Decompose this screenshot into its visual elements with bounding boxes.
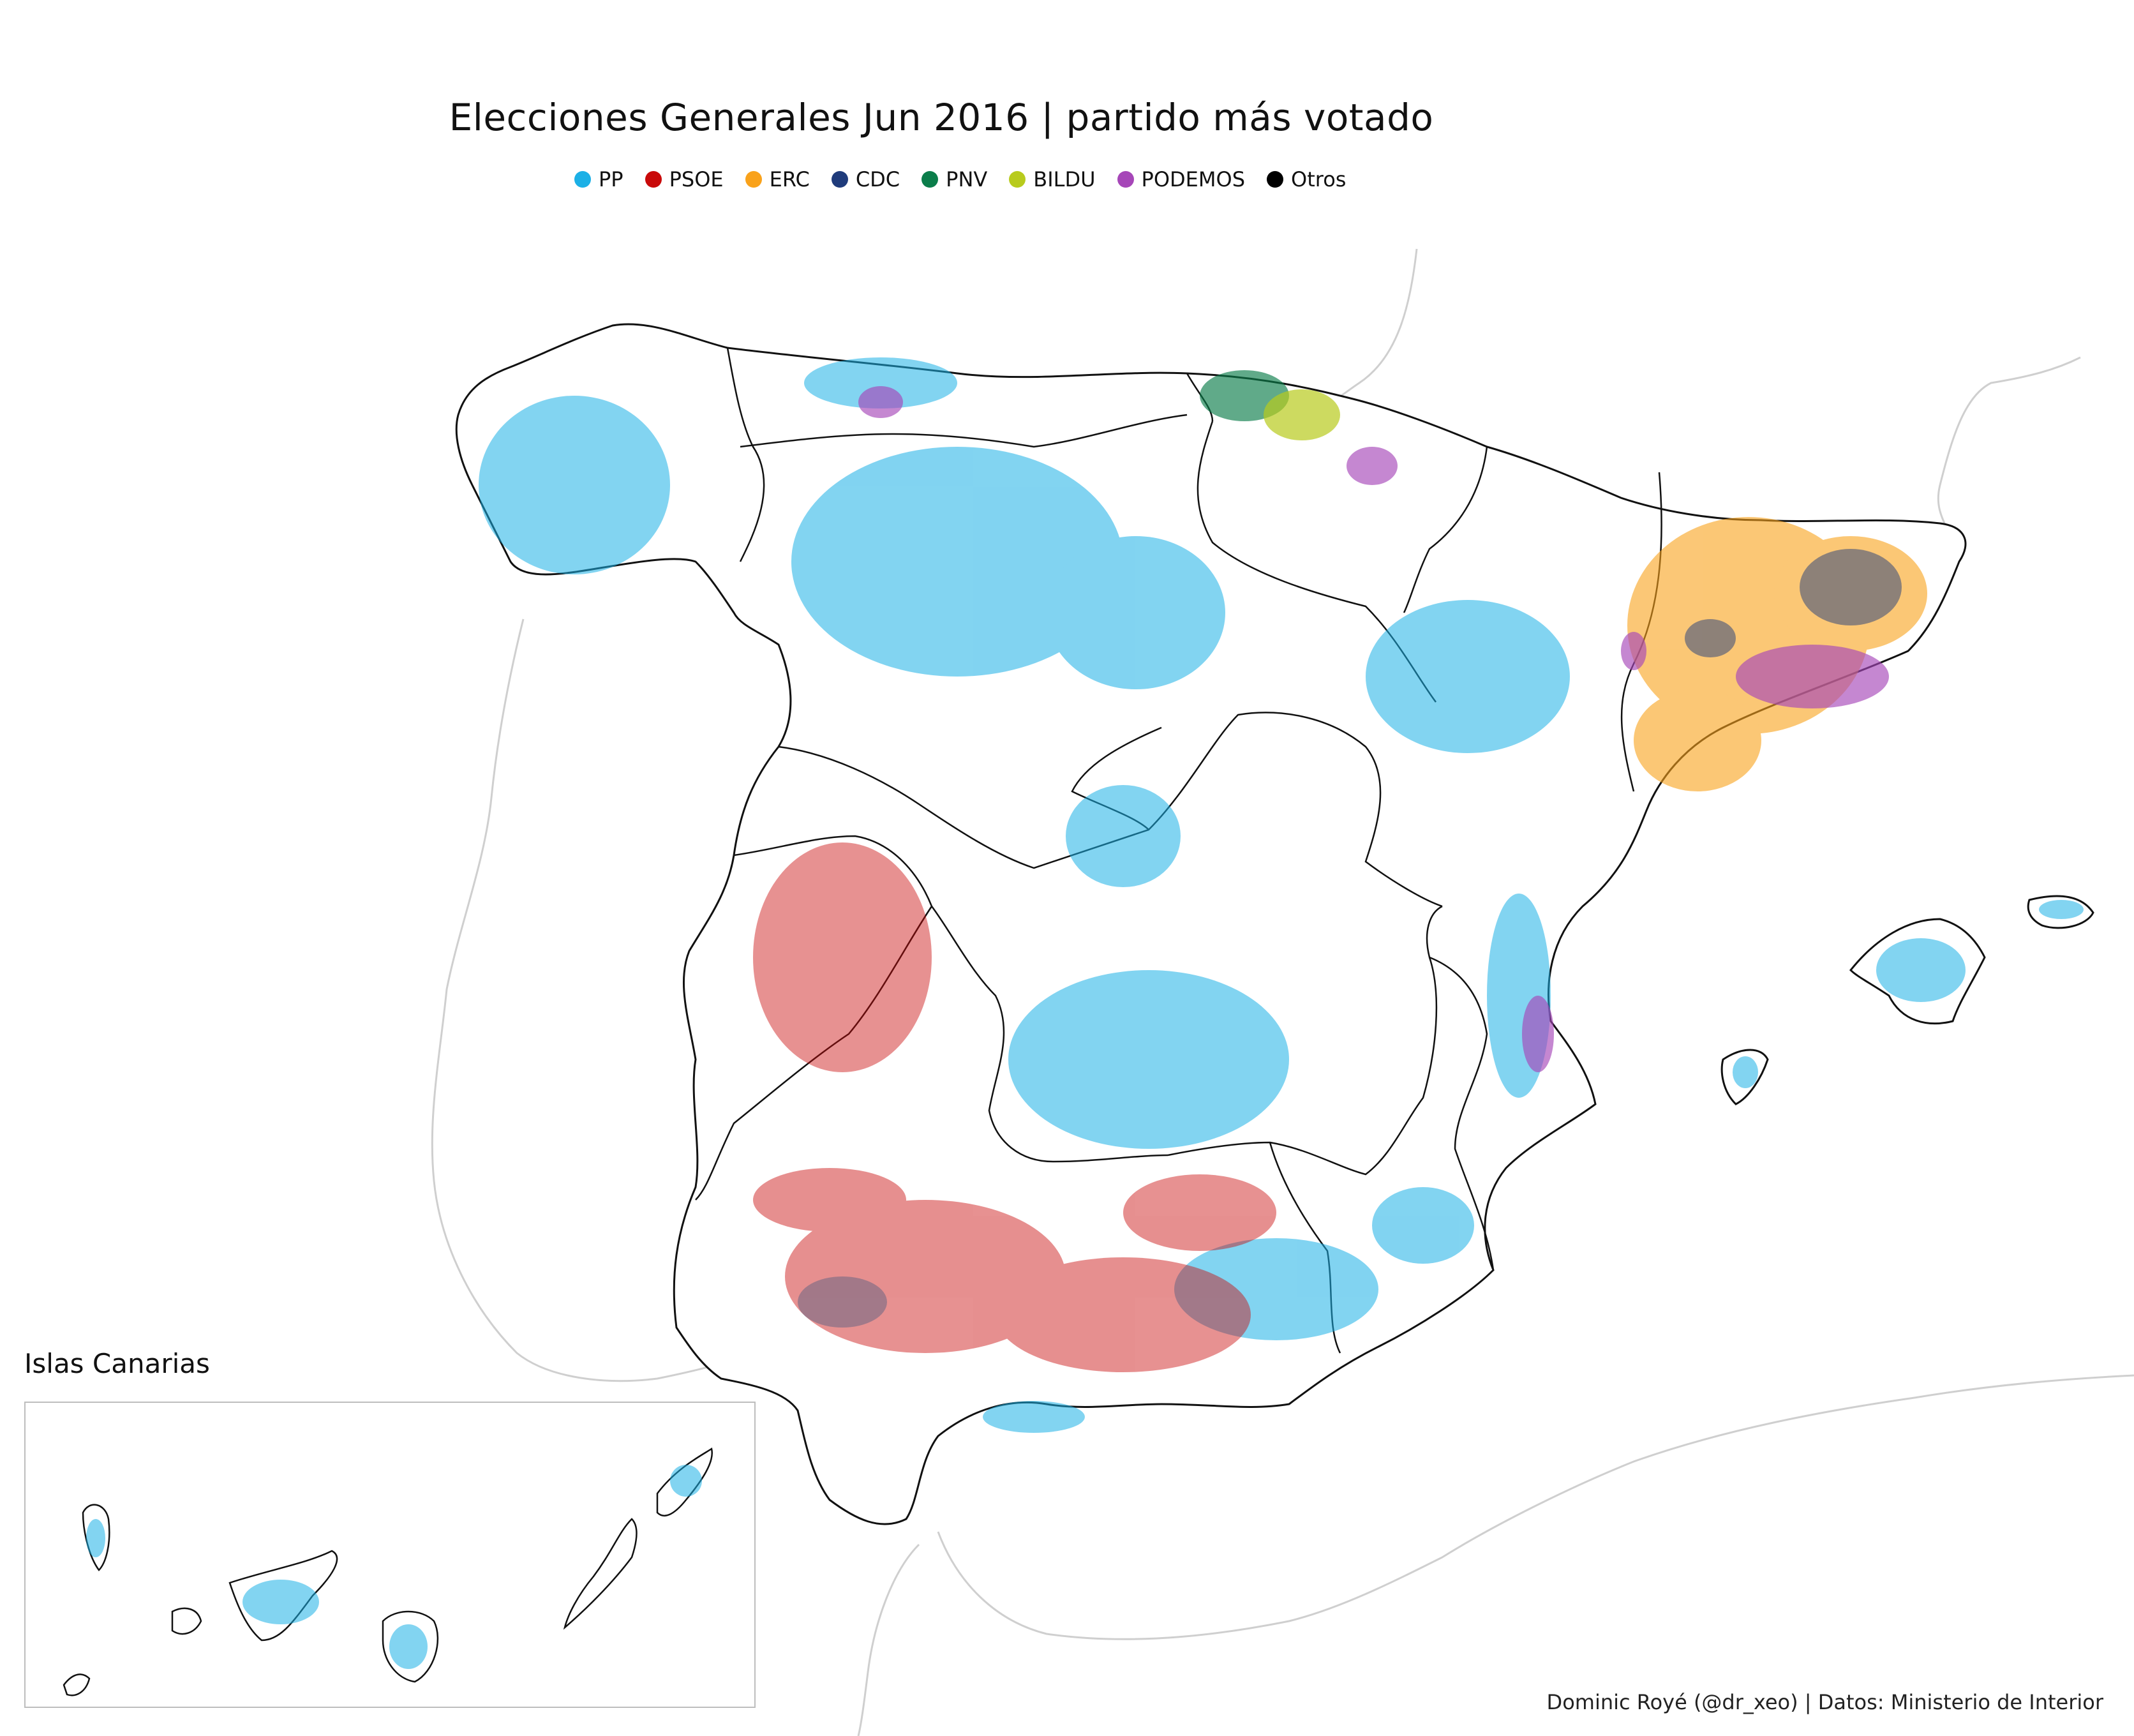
podemos-vote-points xyxy=(858,386,1889,1072)
legend-dot-icon xyxy=(1117,171,1134,188)
map-title: Elecciones Generales Jun 2016 | partido … xyxy=(449,96,1434,139)
legend-label: PNV xyxy=(946,167,988,191)
legend-item-bildu: BILDU xyxy=(1009,167,1096,191)
legend-item-psoe: PSOE xyxy=(645,167,724,191)
legend-label: BILDU xyxy=(1033,167,1096,191)
legend-dot-icon xyxy=(745,171,762,188)
psoe-vote-points xyxy=(753,842,1276,1372)
credit-text: Dominic Royé (@dr_xeo) | Datos: Minister… xyxy=(1546,1690,2103,1714)
legend-item-podemos: PODEMOS xyxy=(1117,167,1245,191)
legend-item-pp: PP xyxy=(574,167,623,191)
legend-label: Otros xyxy=(1291,167,1347,191)
inset-label: Islas Canarias xyxy=(24,1348,210,1379)
legend-dot-icon xyxy=(1009,171,1026,188)
cdc-vote-points xyxy=(1685,549,1902,657)
legend-label: PSOE xyxy=(669,167,724,191)
legend-item-otros: Otros xyxy=(1267,167,1346,191)
legend-label: PODEMOS xyxy=(1141,167,1245,191)
balearic-vote-points xyxy=(1733,900,2084,1088)
legend-item-erc: ERC xyxy=(745,167,810,191)
pp-vote-points xyxy=(479,357,1570,1433)
bildu-vote-points xyxy=(1264,389,1340,440)
legend-item-cdc: CDC xyxy=(831,167,900,191)
legend-dot-icon xyxy=(1267,171,1283,188)
legend: PP PSOE ERC CDC PNV BILDU PODEMOS Otros xyxy=(574,167,1346,191)
legend-item-pnv: PNV xyxy=(922,167,987,191)
legend-label: PP xyxy=(599,167,623,191)
canary-inset-box xyxy=(24,1402,756,1708)
legend-dot-icon xyxy=(922,171,939,188)
legend-dot-icon xyxy=(645,171,662,188)
canary-vote-points xyxy=(86,1465,702,1669)
legend-label: CDC xyxy=(855,167,900,191)
legend-dot-icon xyxy=(831,171,848,188)
legend-dot-icon xyxy=(574,171,591,188)
legend-label: ERC xyxy=(769,167,810,191)
